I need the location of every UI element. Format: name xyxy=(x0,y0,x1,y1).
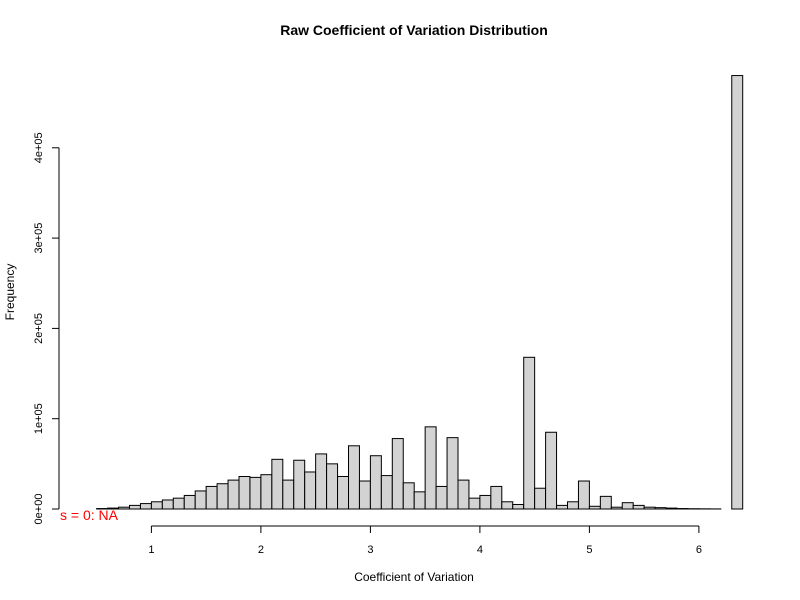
y-tick-label: 0e+00 xyxy=(33,494,45,525)
histogram-bar xyxy=(238,475,251,510)
histogram-bar xyxy=(216,483,229,510)
histogram-bar xyxy=(337,475,349,510)
y-tick-label: 3e+05 xyxy=(33,223,45,254)
histogram-bar xyxy=(194,490,207,510)
histogram-bar xyxy=(358,480,371,510)
histogram-bar xyxy=(545,431,558,510)
histogram-bar xyxy=(490,485,503,510)
histogram-bar xyxy=(172,497,185,510)
histogram-bar xyxy=(118,506,131,510)
histogram-bar xyxy=(512,503,525,510)
histogram-bar xyxy=(588,505,601,510)
x-tick-label: 6 xyxy=(696,544,702,556)
histogram-bar xyxy=(139,503,152,510)
histogram-bar xyxy=(435,485,448,510)
histogram-bar xyxy=(457,479,470,510)
x-axis-label: Coefficient of Variation xyxy=(354,570,474,584)
histogram-bar xyxy=(402,482,415,510)
histogram-bar xyxy=(468,497,481,510)
histogram-bar xyxy=(643,506,656,510)
histogram-bar xyxy=(205,485,218,510)
y-axis: 0e+00 1e+05 2e+05 3e+05 4e+05 xyxy=(33,132,60,525)
histogram-bar xyxy=(129,504,141,510)
histogram-bar xyxy=(665,507,678,510)
histogram-bar xyxy=(654,507,667,510)
histogram-bar xyxy=(599,495,612,510)
y-tick-label: 4e+05 xyxy=(33,132,45,163)
histogram-bar xyxy=(556,504,568,510)
histogram-bar xyxy=(534,487,547,510)
histogram-bar xyxy=(501,501,514,510)
histogram-bar xyxy=(315,453,328,510)
annotation-text: s = 0: NA xyxy=(60,507,119,523)
histogram-bar xyxy=(326,463,339,510)
histogram-bar xyxy=(348,445,360,510)
chart-title: Raw Coefficient of Variation Distributio… xyxy=(280,22,548,38)
histogram-bar xyxy=(260,474,273,510)
histogram-bar xyxy=(369,455,382,510)
histogram-bar xyxy=(282,479,295,510)
histogram-bar xyxy=(304,471,317,510)
histogram-bar xyxy=(391,438,404,510)
histogram-bar xyxy=(523,356,536,510)
histogram-bar xyxy=(621,502,634,510)
histogram-bars xyxy=(96,75,744,510)
histogram-bar xyxy=(731,75,744,510)
histogram-bar xyxy=(446,437,459,510)
histogram-bar xyxy=(293,459,306,510)
histogram-bar xyxy=(183,494,196,510)
y-axis-label: Frequency xyxy=(3,264,17,321)
x-tick-label: 4 xyxy=(477,544,483,556)
histogram-bar xyxy=(424,426,437,510)
histogram-bar xyxy=(150,501,163,510)
x-tick-label: 5 xyxy=(586,544,592,556)
histogram-bar xyxy=(227,479,240,510)
histogram-bar xyxy=(610,506,623,510)
x-axis: 1 2 3 4 5 6 xyxy=(148,525,702,556)
y-tick-label: 2e+05 xyxy=(33,313,45,344)
histogram-bar xyxy=(413,491,426,510)
histogram-bar xyxy=(479,494,492,510)
x-tick-label: 1 xyxy=(148,544,154,556)
histogram-bar xyxy=(271,458,284,510)
histogram-bar xyxy=(380,475,393,510)
histogram-bar xyxy=(567,501,579,510)
histogram-bar xyxy=(632,504,645,510)
y-tick-label: 1e+05 xyxy=(33,403,45,434)
histogram-bar xyxy=(249,476,262,510)
x-tick-label: 3 xyxy=(367,544,373,556)
histogram-bar xyxy=(577,480,590,510)
histogram-bar xyxy=(161,499,174,510)
x-tick-label: 2 xyxy=(258,544,264,556)
